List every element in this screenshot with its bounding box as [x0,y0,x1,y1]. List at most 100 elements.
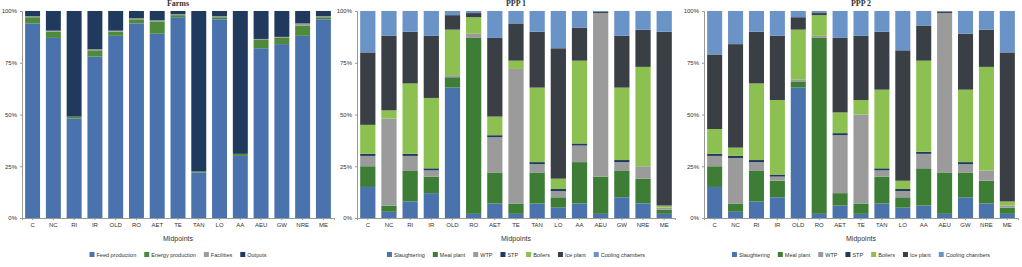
tick-label: GW [617,222,628,228]
bar-segment [572,146,587,163]
tick-mark [94,218,95,220]
bar-segment [770,177,785,181]
bar-segment [108,32,123,36]
legend: SlaughteringMeal plantWTPSTPBoilersIce p… [732,252,990,258]
tick-mark [410,218,411,220]
tick-label: AA [236,222,244,228]
bar-segment [424,36,439,98]
legend-item: Cooling chambers [594,252,646,258]
tick-label: 50% [687,112,700,118]
bar-segment [67,119,82,218]
bar-segment [381,119,396,206]
tick-label: TAN [531,222,543,228]
bar-segment [233,11,248,154]
bar-segment [1000,201,1015,205]
bar-segment [212,16,227,17]
bar-segment [360,11,375,52]
bar-segment [424,98,439,168]
bar-segment [614,162,629,170]
bar-segment [791,79,806,81]
bar-segment [937,13,952,14]
bar-segment [916,25,931,60]
bar-segment [530,204,545,218]
bar-segment [895,11,910,50]
bar-segment [87,57,102,218]
tick: OLD [792,218,805,228]
tick: NRE [980,218,993,228]
bar-segment [212,17,227,19]
tick-mark [902,218,903,220]
tick-mark [702,115,704,116]
legend-item: Feed production [89,252,136,258]
bar-segment [958,34,973,90]
tick-label: 0% [690,215,699,221]
legend-swatch [433,252,438,257]
bar-segment [958,164,973,172]
tick-label: C [712,222,717,228]
bar-segment [191,171,206,172]
tick-label: TE [512,222,520,228]
tick-mark [664,218,665,220]
tick: 0% [343,215,357,221]
tick: AEU [938,218,950,228]
bar-segment [728,158,743,204]
tick: AET [489,218,501,228]
bar-segment [593,177,608,214]
tick-mark [261,218,262,220]
tick-label: LO [899,222,907,228]
bar-segment [937,13,952,14]
bar-segment [403,154,418,156]
bar-segment [551,208,566,218]
bar-segment [360,187,375,218]
bar-segment [958,172,973,197]
bar-segment [445,15,460,29]
tick-mark [777,218,778,220]
tick-mark [115,218,116,220]
bar-segment [979,30,994,67]
legend-label: Meal plant [440,252,466,258]
tick: ME [1003,218,1012,228]
tick: IR [428,218,435,228]
tick: 50% [5,112,22,118]
tick: TAN [531,218,543,228]
bar-segment [191,172,206,218]
tick: AA [236,218,244,228]
bar-segment [635,179,650,204]
chart-root: Farms0%25%50%75%100%CNCRIIROLDROAETTETAN… [0,0,1022,267]
tick: NC [49,218,58,228]
tick-label: TE [857,222,865,228]
series [707,12,1015,201]
legend-item: Slaughtering [732,252,770,258]
bar-segment [381,11,396,36]
bar-segment [770,100,785,175]
legend-item: Boilers [526,252,550,258]
tick-mark [240,218,241,220]
tick: TE [512,218,520,228]
x-axis: CNCRIIROLDROAETTETANLOAAAEUGWNREME [358,218,676,228]
tick-label: 100% [684,8,700,14]
bar-segment [593,13,608,14]
tick-label: NRE [637,222,650,228]
tick-label: RO [469,222,478,228]
tick-mark [355,166,357,167]
bar-segment [874,11,889,32]
tick-label: 50% [5,112,18,118]
bar-segment [707,187,722,218]
bar-segment [25,16,40,17]
tick-label: OLD [446,222,459,228]
bar-segment [129,19,144,23]
axis-title: Midpoints [846,235,876,243]
bar-segment [657,11,672,32]
tick-label: 100% [337,8,353,14]
bar-segment [979,67,994,171]
bar-segment [916,206,931,218]
bar-segment [46,38,61,218]
bar-segment [853,204,868,214]
bar-segment [812,38,827,214]
bar-segment [572,61,587,144]
series [707,11,1015,54]
bars [25,11,331,218]
bar-segment [508,23,523,60]
bar-segment [25,23,40,218]
bar-segment [316,16,331,17]
